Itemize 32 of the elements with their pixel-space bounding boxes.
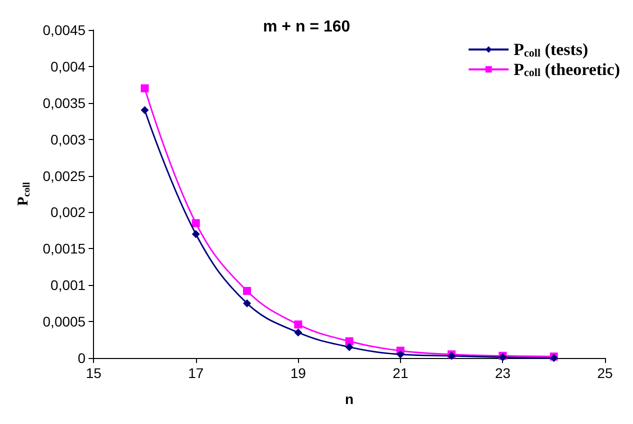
x-tick-label: 23 xyxy=(494,365,511,381)
point xyxy=(192,230,200,238)
x-tick-label: 15 xyxy=(86,365,102,381)
point xyxy=(345,343,354,352)
point xyxy=(294,320,302,328)
x-tick-label: 19 xyxy=(290,365,306,381)
legend-label: Pcoll (theoretic) xyxy=(514,60,620,80)
point xyxy=(396,350,404,358)
y-tick-label: 0,004 xyxy=(50,58,86,74)
point xyxy=(140,106,149,114)
y-axis-title: Pcoll xyxy=(16,182,32,206)
y-tick-label: 0,0015 xyxy=(42,240,86,257)
y-tick-label: 0,0025 xyxy=(42,168,86,184)
y-tick-label: 0 xyxy=(78,350,86,366)
chart-title: m + n = 160 xyxy=(263,18,350,36)
point xyxy=(192,219,200,228)
point xyxy=(345,337,354,346)
y-tick-label: 0,0035 xyxy=(42,94,86,111)
x-tick-label: 21 xyxy=(392,365,408,381)
y-tick-label: 0,0005 xyxy=(42,314,86,330)
y-tick-label: 0,0045 xyxy=(42,22,86,38)
x-tick-label: 17 xyxy=(188,365,204,381)
y-tick-label: 0,003 xyxy=(50,131,86,148)
point xyxy=(243,299,252,308)
x-tick-label: 25 xyxy=(597,365,613,381)
point xyxy=(243,286,252,295)
point xyxy=(294,328,302,336)
y-tick-label: 0,001 xyxy=(50,277,86,294)
point xyxy=(140,84,149,92)
legend-label: Pcoll (tests) xyxy=(514,40,588,60)
x-axis-title: n xyxy=(345,391,354,407)
y-tick-label: 0,002 xyxy=(50,204,86,220)
